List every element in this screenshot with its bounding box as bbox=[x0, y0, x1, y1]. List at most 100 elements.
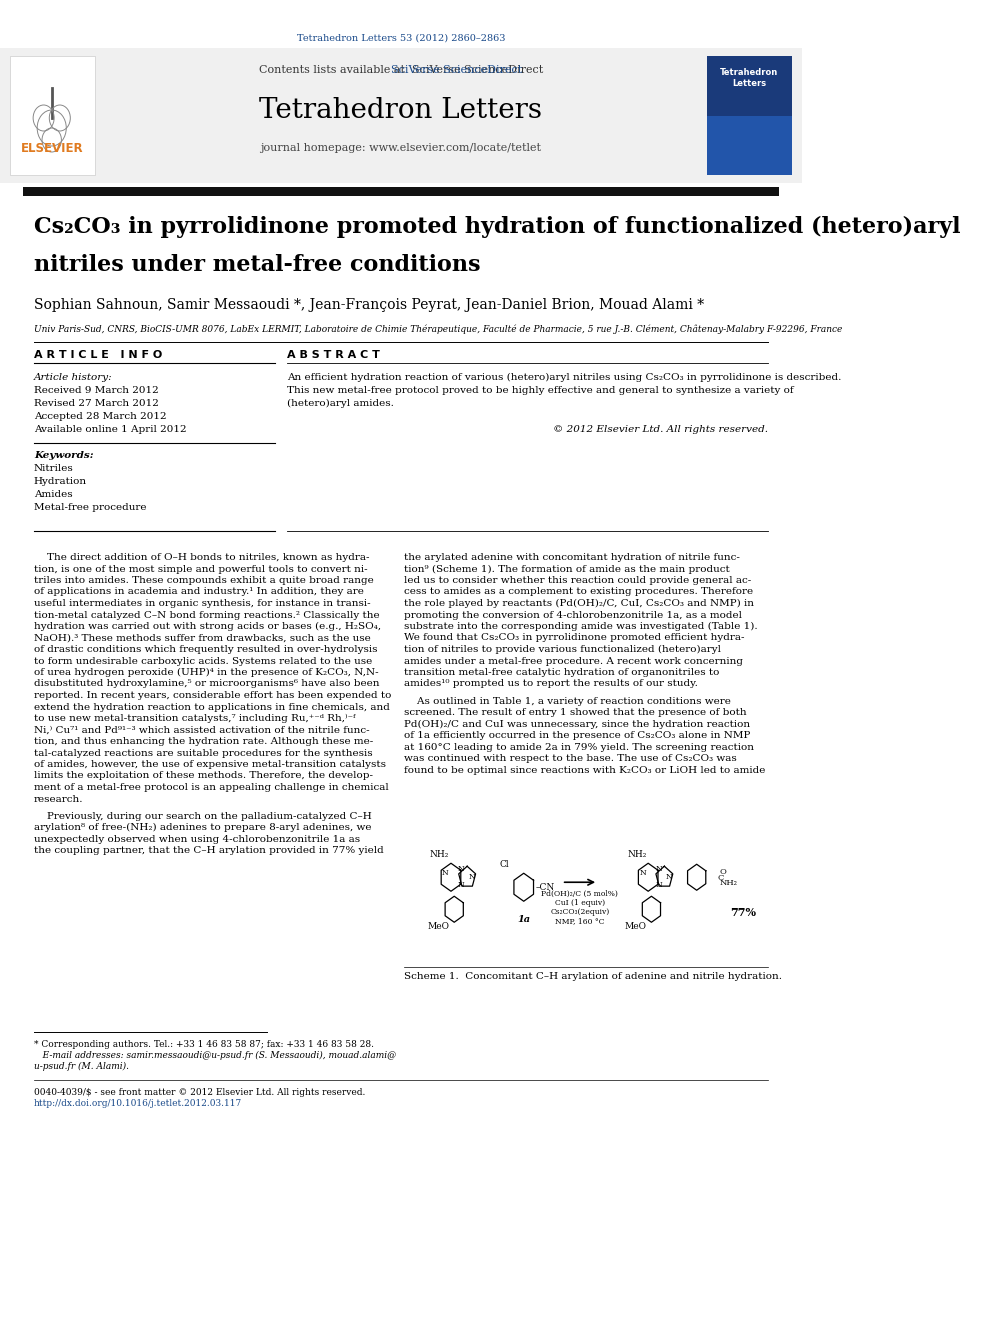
Text: to form undesirable carboxylic acids. Systems related to the use: to form undesirable carboxylic acids. Sy… bbox=[34, 656, 372, 665]
Text: ELSEVIER: ELSEVIER bbox=[21, 142, 83, 155]
Text: NH₂: NH₂ bbox=[719, 880, 737, 888]
Text: of urea hydrogen peroxide (UHP)⁴ in the presence of K₂CO₃, N,N-: of urea hydrogen peroxide (UHP)⁴ in the … bbox=[34, 668, 379, 677]
Text: arylation⁸ of free-(NH₂) adenines to prepare 8-aryl adenines, we: arylation⁸ of free-(NH₂) adenines to pre… bbox=[34, 823, 371, 832]
Text: SciVerse ScienceDirect: SciVerse ScienceDirect bbox=[280, 65, 523, 75]
Text: Univ Paris-Sud, CNRS, BioCIS-UMR 8076, LabEx LERMIT, Laboratoire de Chimie Théra: Univ Paris-Sud, CNRS, BioCIS-UMR 8076, L… bbox=[34, 324, 842, 333]
Text: 77%: 77% bbox=[730, 906, 757, 918]
Text: The direct addition of O–H bonds to nitriles, known as hydra-: The direct addition of O–H bonds to nitr… bbox=[34, 553, 369, 562]
Text: N: N bbox=[656, 881, 662, 889]
Text: hydration was carried out with strong acids or bases (e.g., H₂SO₄,: hydration was carried out with strong ac… bbox=[34, 622, 381, 631]
Text: tal-catalyzed reactions are suitable procedures for the synthesis: tal-catalyzed reactions are suitable pro… bbox=[34, 749, 373, 758]
Text: Cs₂CO₃(2equiv): Cs₂CO₃(2equiv) bbox=[551, 909, 609, 917]
Text: the role played by reactants (Pd(OH)₂/C, CuI, Cs₂CO₃ and NMP) in: the role played by reactants (Pd(OH)₂/C,… bbox=[404, 599, 754, 609]
Text: useful intermediates in organic synthesis, for instance in transi-: useful intermediates in organic synthesi… bbox=[34, 599, 371, 609]
Text: substrate into the corresponding amide was investigated (Table 1).: substrate into the corresponding amide w… bbox=[404, 622, 758, 631]
Text: N: N bbox=[639, 869, 646, 877]
Text: http://dx.doi.org/10.1016/j.tetlet.2012.03.117: http://dx.doi.org/10.1016/j.tetlet.2012.… bbox=[34, 1099, 242, 1109]
Text: Keywords:: Keywords: bbox=[34, 451, 93, 460]
Text: NMP, 160 °C: NMP, 160 °C bbox=[556, 917, 605, 925]
Bar bbox=[10, 56, 94, 175]
Text: nitriles under metal-free conditions: nitriles under metal-free conditions bbox=[34, 254, 480, 277]
Text: tion, and thus enhancing the hydration rate. Although these me-: tion, and thus enhancing the hydration r… bbox=[34, 737, 373, 746]
Text: Tetrahedron
Letters: Tetrahedron Letters bbox=[720, 67, 779, 89]
Text: of amides, however, the use of expensive metal-transition catalysts: of amides, however, the use of expensive… bbox=[34, 759, 386, 769]
Text: CuI (1 equiv): CuI (1 equiv) bbox=[555, 900, 605, 908]
Text: research.: research. bbox=[34, 795, 83, 803]
Text: As outlined in Table 1, a variety of reaction conditions were: As outlined in Table 1, a variety of rea… bbox=[404, 697, 731, 705]
Text: Article history:: Article history: bbox=[34, 373, 112, 382]
Text: screened. The result of entry 1 showed that the presence of both: screened. The result of entry 1 showed t… bbox=[404, 708, 747, 717]
Text: amides under a metal-free procedure. A recent work concerning: amides under a metal-free procedure. A r… bbox=[404, 656, 743, 665]
Text: O: O bbox=[719, 868, 726, 876]
Text: tion-metal catalyzed C–N bond forming reactions.² Classically the: tion-metal catalyzed C–N bond forming re… bbox=[34, 610, 380, 619]
Text: * Corresponding authors. Tel.: +33 1 46 83 58 87; fax: +33 1 46 83 58 28.: * Corresponding authors. Tel.: +33 1 46 … bbox=[34, 1040, 374, 1049]
Text: extend the hydration reaction to applications in fine chemicals, and: extend the hydration reaction to applica… bbox=[34, 703, 390, 712]
Text: © 2012 Elsevier Ltd. All rights reserved.: © 2012 Elsevier Ltd. All rights reserved… bbox=[553, 425, 768, 434]
Text: Contents lists available at  SciVerse ScienceDirect: Contents lists available at SciVerse Sci… bbox=[259, 65, 543, 75]
Text: N: N bbox=[458, 865, 465, 873]
Text: of drastic conditions which frequently resulted in over-hydrolysis: of drastic conditions which frequently r… bbox=[34, 646, 377, 654]
Text: N: N bbox=[468, 873, 475, 881]
Text: cess to amides as a complement to existing procedures. Therefore: cess to amides as a complement to existi… bbox=[404, 587, 753, 597]
Text: Previously, during our search on the palladium-catalyzed C–H: Previously, during our search on the pal… bbox=[34, 812, 372, 820]
Bar bbox=[0, 48, 802, 183]
Text: ment of a metal-free protocol is an appealing challenge in chemical: ment of a metal-free protocol is an appe… bbox=[34, 783, 389, 792]
Text: (hetero)aryl amides.: (hetero)aryl amides. bbox=[287, 400, 394, 407]
Text: NH₂: NH₂ bbox=[430, 851, 449, 859]
Text: N: N bbox=[458, 881, 465, 889]
Bar bbox=[23, 187, 779, 196]
Text: reported. In recent years, considerable effort has been expended to: reported. In recent years, considerable … bbox=[34, 691, 391, 700]
Bar bbox=[97, 56, 699, 175]
Text: tion, is one of the most simple and powerful tools to convert ni-: tion, is one of the most simple and powe… bbox=[34, 565, 368, 573]
Text: tion⁹ (Scheme 1). The formation of amide as the main product: tion⁹ (Scheme 1). The formation of amide… bbox=[404, 565, 730, 574]
Text: of 1a efficiently occurred in the presence of Cs₂CO₃ alone in NMP: of 1a efficiently occurred in the presen… bbox=[404, 732, 751, 741]
Text: Scheme 1.  Concomitant C–H arylation of adenine and nitrile hydration.: Scheme 1. Concomitant C–H arylation of a… bbox=[404, 972, 782, 982]
Text: A B S T R A C T: A B S T R A C T bbox=[287, 351, 380, 360]
Text: Amides: Amides bbox=[34, 490, 72, 499]
Bar bbox=[707, 116, 792, 175]
Text: Pd(OH)₂/C (5 mol%): Pd(OH)₂/C (5 mol%) bbox=[542, 890, 618, 898]
Text: Revised 27 March 2012: Revised 27 March 2012 bbox=[34, 400, 159, 407]
Text: journal homepage: www.elsevier.com/locate/tetlet: journal homepage: www.elsevier.com/locat… bbox=[260, 143, 542, 153]
Text: unexpectedly observed when using 4-chlorobenzonitrile 1a as: unexpectedly observed when using 4-chlor… bbox=[34, 835, 360, 844]
Text: u-psud.fr (M. Alami).: u-psud.fr (M. Alami). bbox=[34, 1062, 129, 1072]
Text: N: N bbox=[666, 873, 673, 881]
Text: 0040-4039/$ - see front matter © 2012 Elsevier Ltd. All rights reserved.: 0040-4039/$ - see front matter © 2012 El… bbox=[34, 1089, 365, 1097]
Text: NaOH).³ These methods suffer from drawbacks, such as the use: NaOH).³ These methods suffer from drawba… bbox=[34, 634, 371, 643]
Text: Accepted 28 March 2012: Accepted 28 March 2012 bbox=[34, 411, 167, 421]
Text: Cs₂CO₃ in pyrrolidinone promoted hydration of functionalized (hetero)aryl: Cs₂CO₃ in pyrrolidinone promoted hydrati… bbox=[34, 216, 960, 238]
Text: A R T I C L E   I N F O: A R T I C L E I N F O bbox=[34, 351, 163, 360]
Text: –CN: –CN bbox=[536, 882, 556, 892]
Text: of applications in academia and industry.¹ In addition, they are: of applications in academia and industry… bbox=[34, 587, 364, 597]
Text: Tetrahedron Letters: Tetrahedron Letters bbox=[259, 97, 543, 123]
Text: We found that Cs₂CO₃ in pyrrolidinone promoted efficient hydra-: We found that Cs₂CO₃ in pyrrolidinone pr… bbox=[404, 634, 745, 643]
Text: promoting the conversion of 4-chlorobenzonitrile 1a, as a model: promoting the conversion of 4-chlorobenz… bbox=[404, 610, 742, 619]
Text: Received 9 March 2012: Received 9 March 2012 bbox=[34, 386, 159, 396]
Text: Tetrahedron Letters 53 (2012) 2860–2863: Tetrahedron Letters 53 (2012) 2860–2863 bbox=[297, 33, 505, 42]
Text: Metal-free procedure: Metal-free procedure bbox=[34, 503, 147, 512]
Text: Hydration: Hydration bbox=[34, 478, 87, 486]
Text: Available online 1 April 2012: Available online 1 April 2012 bbox=[34, 425, 186, 434]
Text: Pd(OH)₂/C and CuI was unnecessary, since the hydration reaction: Pd(OH)₂/C and CuI was unnecessary, since… bbox=[404, 720, 750, 729]
Text: 1a: 1a bbox=[517, 916, 531, 925]
Text: This new metal-free protocol proved to be highly effective and general to synthe: This new metal-free protocol proved to b… bbox=[287, 386, 794, 396]
Text: tion of nitriles to provide various functionalized (hetero)aryl: tion of nitriles to provide various func… bbox=[404, 646, 721, 654]
Text: triles into amides. These compounds exhibit a quite broad range: triles into amides. These compounds exhi… bbox=[34, 576, 374, 585]
Text: the coupling partner, that the C–H arylation provided in 77% yield: the coupling partner, that the C–H aryla… bbox=[34, 847, 384, 855]
Text: Sophian Sahnoun, Samir Messaoudi *, Jean-François Peyrat, Jean-Daniel Brion, Mou: Sophian Sahnoun, Samir Messaoudi *, Jean… bbox=[34, 298, 704, 312]
Text: at 160°C leading to amide 2a in 79% yield. The screening reaction: at 160°C leading to amide 2a in 79% yiel… bbox=[404, 742, 754, 751]
Text: disubstituted hydroxylamine,⁵ or microorganisms⁶ have also been: disubstituted hydroxylamine,⁵ or microor… bbox=[34, 680, 380, 688]
Text: the arylated adenine with concomitant hydration of nitrile func-: the arylated adenine with concomitant hy… bbox=[404, 553, 740, 562]
Text: E-mail addresses: samir.messaoudi@u-psud.fr (S. Messaoudi), mouad.alami@: E-mail addresses: samir.messaoudi@u-psud… bbox=[34, 1052, 396, 1060]
Text: was continued with respect to the base. The use of Cs₂CO₃ was: was continued with respect to the base. … bbox=[404, 754, 737, 763]
Text: limits the exploitation of these methods. Therefore, the develop-: limits the exploitation of these methods… bbox=[34, 771, 373, 781]
Text: Ni,⁾ Cu⁷¹ and Pd⁹¹⁻³ which assisted activation of the nitrile func-: Ni,⁾ Cu⁷¹ and Pd⁹¹⁻³ which assisted acti… bbox=[34, 725, 370, 734]
Text: found to be optimal since reactions with K₂CO₃ or LiOH led to amide: found to be optimal since reactions with… bbox=[404, 766, 766, 775]
Text: MeO: MeO bbox=[427, 922, 449, 931]
Text: led us to consider whether this reaction could provide general ac-: led us to consider whether this reaction… bbox=[404, 576, 751, 585]
Text: Nitriles: Nitriles bbox=[34, 464, 73, 474]
Text: NH₂: NH₂ bbox=[627, 851, 647, 859]
Text: N: N bbox=[656, 865, 662, 873]
Text: C: C bbox=[717, 875, 724, 882]
Bar bbox=[707, 56, 792, 175]
